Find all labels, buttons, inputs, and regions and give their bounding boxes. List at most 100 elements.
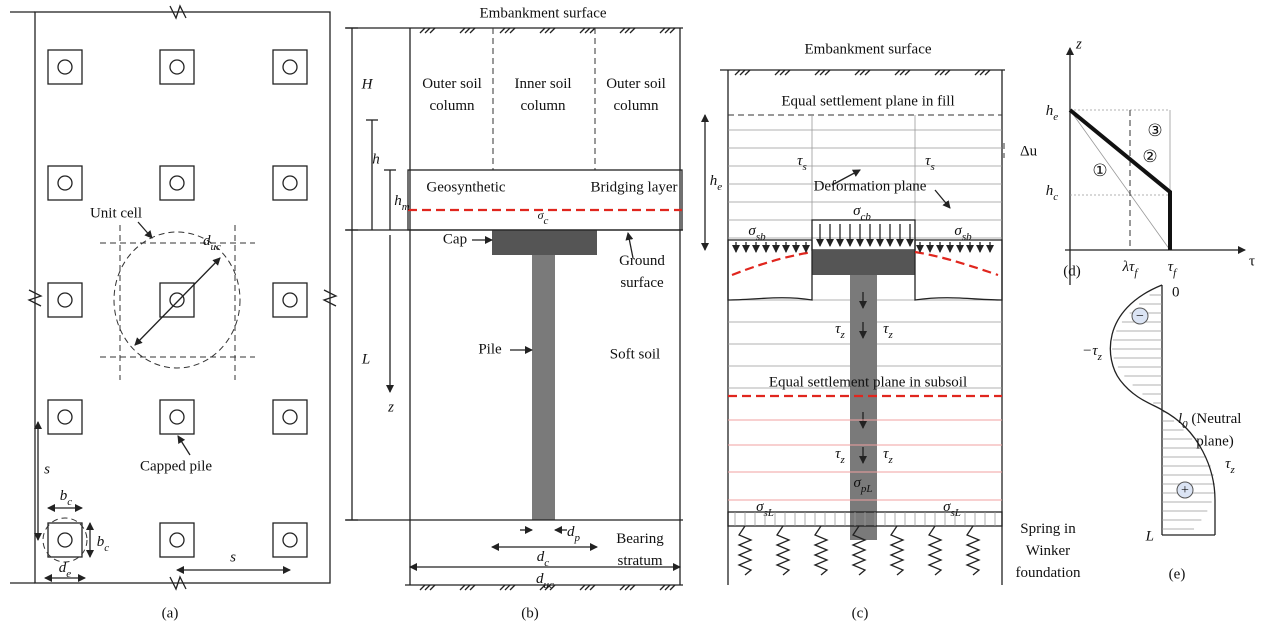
text-line: Ground <box>619 253 665 269</box>
line <box>975 70 980 75</box>
label: dp <box>567 524 581 543</box>
label: − <box>1136 309 1144 324</box>
symbol: −τ <box>1082 343 1098 359</box>
label: (d) <box>1063 263 1081 279</box>
line <box>980 70 985 75</box>
line <box>178 436 190 455</box>
pile-cap <box>160 166 194 200</box>
bridging-right <box>915 240 1002 300</box>
line <box>860 70 865 75</box>
label: −τz <box>1082 343 1103 362</box>
line <box>510 28 515 33</box>
pile-cap <box>273 523 307 557</box>
line <box>135 258 220 345</box>
line <box>585 585 590 590</box>
pile-cap <box>160 283 194 317</box>
label: Deformation plane <box>814 178 927 194</box>
subscript: f <box>1134 267 1139 279</box>
line <box>900 70 905 75</box>
label: Cap <box>443 231 467 247</box>
label: de <box>59 560 72 579</box>
pile <box>58 60 72 74</box>
line <box>625 585 630 590</box>
break-mark <box>170 577 186 589</box>
pile <box>58 176 72 190</box>
label: (e) <box>1169 566 1186 582</box>
label: τ <box>1249 253 1255 269</box>
line <box>660 585 665 590</box>
line <box>585 28 590 33</box>
line <box>665 28 670 33</box>
label: τf <box>1168 259 1178 278</box>
subscript: sb <box>962 231 972 243</box>
label: h <box>372 151 380 167</box>
line <box>505 28 510 33</box>
subscript: pL <box>860 483 873 495</box>
spring <box>815 526 827 575</box>
line <box>470 28 475 33</box>
figure: ducUnit cellCapped pilessbcbcde(a)Embank… <box>0 0 1265 632</box>
pile-cap <box>48 50 82 84</box>
pile <box>170 176 184 190</box>
friction-curve <box>1110 285 1215 535</box>
label: he <box>710 173 723 192</box>
subscript: e <box>66 568 71 580</box>
label: Equal settlement plane in fill <box>781 93 954 109</box>
spring <box>967 526 979 575</box>
pile-cap <box>273 283 307 317</box>
subscript: z <box>888 454 894 466</box>
label: Δu <box>1020 143 1038 159</box>
label: Embankment surface <box>804 41 931 57</box>
label: (b) <box>521 605 539 621</box>
line <box>540 28 545 33</box>
pile <box>283 293 297 307</box>
line <box>460 28 465 33</box>
pile-cap <box>160 400 194 434</box>
label: Equal settlement plane in subsoil <box>769 374 967 390</box>
cap <box>812 250 915 275</box>
subscript: z <box>1097 351 1103 363</box>
subscript: c <box>67 496 72 508</box>
line <box>670 585 675 590</box>
spring <box>929 526 941 575</box>
label: s <box>44 461 50 477</box>
symbol: λτ <box>1122 259 1135 275</box>
label: hc <box>1046 183 1059 202</box>
text-line: foundation <box>1016 565 1081 581</box>
text-line: column <box>521 98 566 114</box>
pile <box>283 60 297 74</box>
unit-cell <box>114 232 240 368</box>
subscript: s <box>803 161 807 173</box>
line <box>500 28 505 33</box>
symbol: h <box>394 193 402 209</box>
subscript: f <box>1173 267 1178 279</box>
subscript: z <box>840 329 846 341</box>
symbol: h <box>710 173 718 189</box>
label: + <box>1181 483 1189 498</box>
label: 0 <box>1172 284 1180 300</box>
label: τz <box>835 321 845 340</box>
line <box>775 70 780 75</box>
text-line: Outer soil <box>422 76 482 92</box>
line <box>780 70 785 75</box>
pile <box>58 533 72 547</box>
text-tail: (Neutral <box>1188 411 1242 427</box>
pile <box>283 410 297 424</box>
subscript: p <box>574 532 581 544</box>
subscript: m <box>402 201 410 213</box>
break-mark <box>170 6 186 18</box>
text-line: Spring in <box>1020 521 1076 537</box>
line <box>785 70 790 75</box>
label: (a) <box>162 605 179 621</box>
subscript: uc <box>211 241 222 253</box>
text-line: Bearing <box>616 531 664 547</box>
pile <box>170 410 184 424</box>
label: z <box>387 399 394 415</box>
label: z <box>1075 36 1082 52</box>
subscript: z <box>888 329 894 341</box>
label: τs <box>797 153 807 172</box>
line <box>545 28 550 33</box>
line <box>550 28 555 33</box>
line <box>935 190 950 208</box>
geosynthetic-left <box>732 252 812 275</box>
